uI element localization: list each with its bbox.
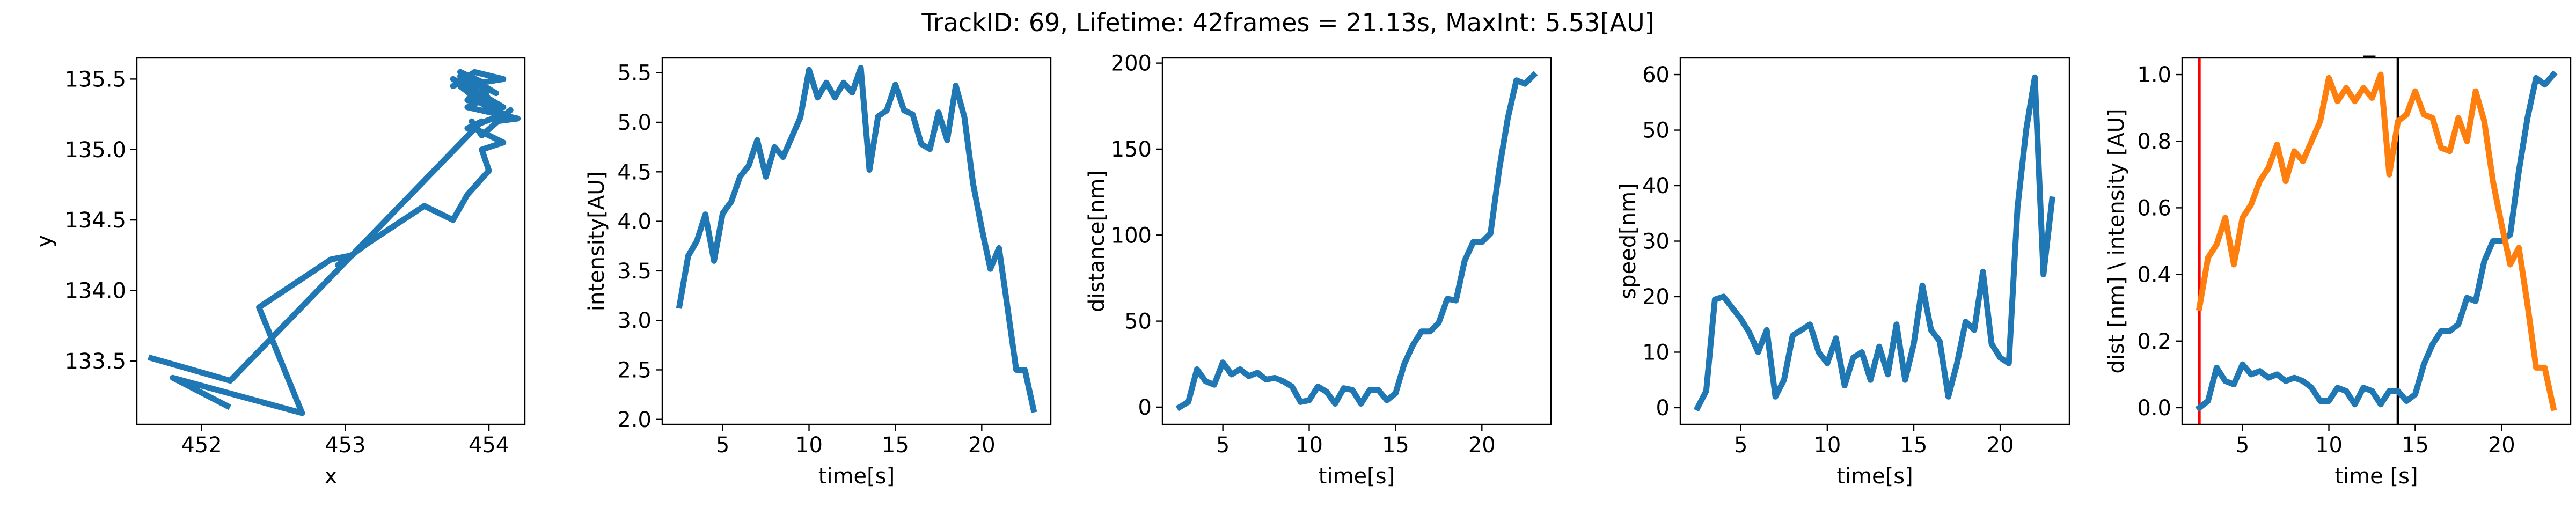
y-tick-label: 60: [1642, 63, 1670, 87]
y-tick-label: 3.5: [617, 259, 652, 284]
y-tick-label: 1.0: [2137, 63, 2171, 87]
series-line-1: [676, 65, 1037, 413]
x-axis-label: time [s]: [2334, 464, 2418, 489]
x-tick-label: 452: [181, 433, 222, 458]
x-axis-label: x: [325, 464, 338, 489]
series-line-1: [1693, 74, 2055, 412]
y-axis-label: dist [nm] \ intensity [AU]: [2104, 108, 2129, 373]
y-tick-label: 0.0: [2137, 396, 2171, 421]
y-tick-label: 20: [1642, 285, 1670, 310]
y-tick-label: 2.5: [617, 358, 652, 382]
y-tick-label: 4.5: [617, 160, 652, 185]
x-tick-label: 5: [2236, 433, 2249, 458]
y-axis-label: speed[nm]: [1616, 183, 1641, 299]
figure-title: TrackID: 69, Lifetime: 42frames = 21.13s…: [921, 8, 1654, 37]
y-tick-label: 0: [1656, 396, 1670, 421]
y-tick-label: 10: [1642, 340, 1670, 365]
axes-frame: [661, 57, 1052, 425]
series-line-2: [2196, 71, 2557, 411]
x-tick-label: 5: [1734, 433, 1747, 458]
series-line-1: [2195, 70, 2558, 412]
y-tick-label: 30: [1642, 230, 1670, 254]
series-group: [676, 65, 1037, 413]
axes-frame: [1161, 57, 1552, 425]
y-tick-label: 135.0: [64, 138, 126, 163]
y-tick-label: 50: [1642, 119, 1670, 143]
y-tick-label: 5.5: [617, 61, 652, 86]
x-axis-label: time[s]: [1319, 464, 1395, 489]
y-tick-label: 0.8: [2137, 129, 2171, 154]
x-tick-label: 453: [325, 433, 365, 458]
axes-frame: [2181, 57, 2572, 425]
x-tick-label: 10: [1296, 433, 1323, 458]
y-axis-label: intensity[AU]: [584, 171, 609, 311]
series-group: [1693, 74, 2055, 412]
series-group: [1175, 71, 1538, 411]
y-tick-label: 135.5: [64, 67, 126, 92]
y-tick-label: 150: [1111, 137, 1152, 162]
x-axis-label: time[s]: [818, 464, 895, 489]
y-tick-label: 5.0: [617, 111, 652, 135]
series-group: [148, 69, 521, 416]
y-tick-label: 3.0: [617, 308, 652, 333]
y-tick-label: 134.5: [64, 208, 126, 233]
series-group: [2195, 70, 2558, 412]
y-tick-label: 0.4: [2137, 263, 2171, 288]
axes-root: 452 453 454 133.5 134.0 134.5 135.0 135.5 x y 5 10 1…: [32, 52, 2572, 489]
y-tick-label: 0.2: [2137, 329, 2171, 354]
x-tick-label: 454: [469, 433, 509, 458]
x-tick-label: 15: [1900, 433, 1928, 458]
x-tick-label: 15: [2402, 433, 2429, 458]
y-tick-label: 200: [1111, 52, 1152, 76]
y-tick-label: 4.0: [617, 210, 652, 234]
subplot-1: 452 453 454 133.5 134.0 134.5 135.0 135.5 x y: [32, 57, 526, 489]
x-tick-label: 5: [1216, 433, 1230, 458]
x-tick-label: 15: [882, 433, 909, 458]
y-tick-label: 0.6: [2137, 196, 2171, 220]
y-tick-label: 40: [1642, 174, 1670, 198]
x-tick-label: 15: [1382, 433, 1409, 458]
y-tick-label: 50: [1124, 310, 1152, 334]
subplot-4: 5 10 15 20 0 10 20 30 40 50 60 time[s] speed[nm]: [1616, 57, 2070, 489]
y-tick-label: 134.0: [64, 278, 126, 303]
x-tick-label: 5: [716, 433, 729, 458]
axes-frame: [136, 57, 526, 425]
series-line-1: [148, 69, 521, 416]
x-tick-label: 20: [968, 433, 996, 458]
x-tick-label: 20: [1468, 433, 1496, 458]
x-tick-label: 10: [2315, 433, 2343, 458]
x-axis-label: time[s]: [1836, 464, 1913, 489]
y-tick-label: 133.5: [64, 349, 126, 374]
y-axis-label: y: [32, 235, 57, 248]
y-tick-label: 100: [1111, 223, 1152, 248]
y-tick-label: 0: [1138, 395, 1152, 420]
y-tick-label: 2.0: [617, 408, 652, 432]
subplot-5: 5 10 15 20 0.0 0.2 0.4 0.6 0.8 1.0 time [s] dist [n…: [2104, 57, 2572, 489]
x-tick-label: 20: [2488, 433, 2515, 458]
x-tick-label: 10: [795, 433, 823, 458]
subplot-2: 5 10 15 20 2.0 2.5 3.0 3.5 4.0 4.5 5.0 5.5 time[s] in…: [584, 57, 1052, 489]
x-tick-label: 20: [1987, 433, 2014, 458]
x-tick-label: 10: [1813, 433, 1841, 458]
marker-label: _: [2363, 30, 2376, 57]
y-axis-label: distance[nm]: [1085, 170, 1109, 312]
series-line-1: [1175, 71, 1538, 411]
